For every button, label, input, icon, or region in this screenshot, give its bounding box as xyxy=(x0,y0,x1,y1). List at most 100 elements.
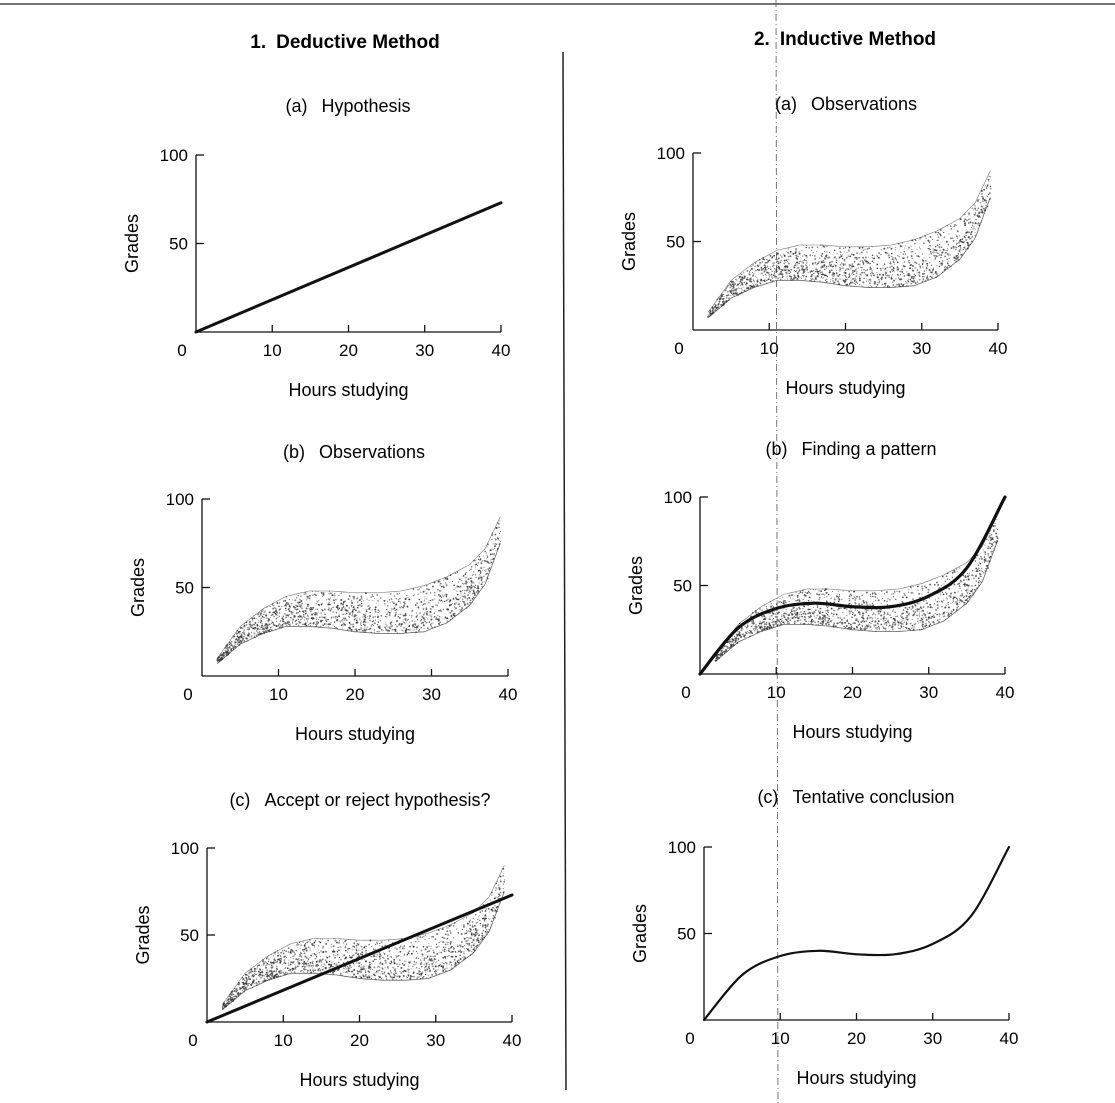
scatter-point xyxy=(328,966,331,969)
scatter-point xyxy=(357,610,360,613)
scatter-point xyxy=(894,624,896,626)
scatter-point xyxy=(978,582,980,584)
scatter-point xyxy=(798,262,800,265)
scatter-point xyxy=(974,209,976,211)
scatter-point xyxy=(230,644,233,646)
scatter-point xyxy=(751,282,754,284)
scatter-point xyxy=(428,615,430,617)
scatter-point xyxy=(378,952,381,954)
scatter-point xyxy=(866,275,868,277)
scatter-point xyxy=(358,599,361,602)
scatter-point xyxy=(842,274,844,276)
scatter-point xyxy=(353,973,355,976)
scatter-point xyxy=(375,959,377,961)
scatter-point xyxy=(490,920,493,923)
scatter-point xyxy=(772,265,774,267)
scatter-point xyxy=(361,598,363,600)
scatter-point xyxy=(890,277,893,279)
scatter-point xyxy=(277,624,280,627)
scatter-point xyxy=(283,623,285,625)
scatter-point xyxy=(373,948,375,950)
scatter-point xyxy=(795,277,797,279)
scatter-point xyxy=(391,956,393,959)
scatter-point xyxy=(224,649,226,651)
scatter-point xyxy=(841,253,843,256)
scatter-point xyxy=(379,953,382,956)
scatter-point xyxy=(380,973,382,975)
scatter-point xyxy=(437,602,440,604)
scatter-point xyxy=(456,960,458,962)
scatter-point xyxy=(752,274,755,276)
scatter-point xyxy=(731,280,733,283)
scatter-point xyxy=(440,965,443,968)
scatter-point xyxy=(294,599,297,602)
scatter-point xyxy=(226,655,228,657)
scatter-point xyxy=(929,268,931,270)
scatter-point xyxy=(748,273,750,275)
scatter-point xyxy=(839,270,841,273)
scatter-point xyxy=(408,598,411,601)
scatter-point xyxy=(856,258,858,260)
scatter-point xyxy=(989,537,992,539)
scatter-point xyxy=(758,269,761,271)
scatter-point xyxy=(741,277,744,280)
scatter-point xyxy=(899,277,901,279)
scatter-point xyxy=(391,625,393,628)
scatter-point xyxy=(868,286,870,288)
scatter-point xyxy=(497,522,500,525)
scatter-point xyxy=(307,946,310,949)
scatter-point xyxy=(947,260,949,262)
scatter-point xyxy=(471,924,474,926)
scatter-point xyxy=(356,597,359,599)
scatter-point xyxy=(862,262,865,264)
scatter-point xyxy=(802,274,805,277)
scatter-point xyxy=(811,278,814,280)
scatter-point xyxy=(425,616,427,618)
scatter-point xyxy=(394,609,397,612)
scatter-point xyxy=(455,598,458,600)
scatter-point xyxy=(355,615,357,617)
scatter-point xyxy=(938,246,941,249)
scatter-point xyxy=(306,965,308,967)
scatter-point xyxy=(233,995,236,998)
scatter-point xyxy=(314,623,316,625)
scatter-point xyxy=(802,272,804,274)
scatter-point xyxy=(348,964,351,967)
scatter-point xyxy=(866,251,868,253)
scatter-point xyxy=(353,606,355,608)
scatter-point xyxy=(900,251,902,253)
scatter-point xyxy=(765,282,768,284)
scatter-point xyxy=(356,601,359,603)
scatter-point xyxy=(946,578,949,580)
scatter-point xyxy=(926,278,928,280)
scatter-point xyxy=(234,640,236,642)
scatter-point xyxy=(417,593,419,595)
scatter-point xyxy=(804,591,806,594)
scatter-point xyxy=(876,274,879,276)
scatter-point xyxy=(378,978,380,980)
scatter-point xyxy=(355,940,357,942)
scatter-point xyxy=(244,979,246,982)
scatter-point xyxy=(928,241,930,243)
scatter-point xyxy=(257,974,260,976)
scatter-point xyxy=(453,584,455,587)
scatter-point xyxy=(259,972,262,974)
scatter-point xyxy=(463,948,465,950)
scatter-point xyxy=(932,238,933,240)
scatter-point xyxy=(368,976,371,979)
scatter-point xyxy=(371,620,374,623)
scatter-point xyxy=(360,964,363,966)
scatter-point xyxy=(463,592,466,594)
scatter-point xyxy=(474,559,477,562)
scatter-point xyxy=(808,596,811,599)
scatter-point xyxy=(478,916,480,918)
scatter-point xyxy=(786,276,788,278)
band-upper-edge xyxy=(715,514,998,657)
scatter-point xyxy=(435,958,437,960)
scatter-point xyxy=(921,589,923,591)
scatter-point xyxy=(427,961,429,963)
scatter-point xyxy=(781,255,783,257)
scatter-point xyxy=(243,624,246,627)
scatter-point xyxy=(419,978,422,980)
scatter-point xyxy=(485,929,488,931)
